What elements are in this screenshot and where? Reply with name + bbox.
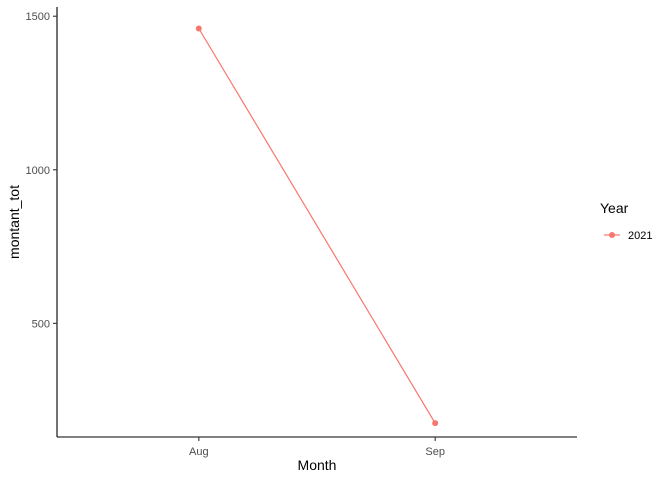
x-tick-label: Sep xyxy=(425,446,445,458)
legend-items: 2021 xyxy=(604,230,652,242)
legend-title: Year xyxy=(600,200,629,216)
plot-area xyxy=(195,25,439,427)
x-axis-title: Month xyxy=(298,457,337,473)
x-ticks: Aug Sep xyxy=(189,437,445,458)
y-axis-title: montant_tot xyxy=(6,185,22,259)
y-ticks: 500 1000 1500 xyxy=(26,11,57,330)
legend: Year 2021 xyxy=(600,200,652,242)
y-tick-label: 1500 xyxy=(26,11,50,23)
x-tick-label: Aug xyxy=(189,446,209,458)
y-tick-label: 500 xyxy=(32,318,50,330)
legend-key-point xyxy=(609,232,615,238)
y-tick-label: 1000 xyxy=(26,165,50,177)
data-point xyxy=(432,420,439,427)
legend-label: 2021 xyxy=(628,230,652,242)
data-point xyxy=(195,25,202,32)
series-line xyxy=(198,28,436,424)
